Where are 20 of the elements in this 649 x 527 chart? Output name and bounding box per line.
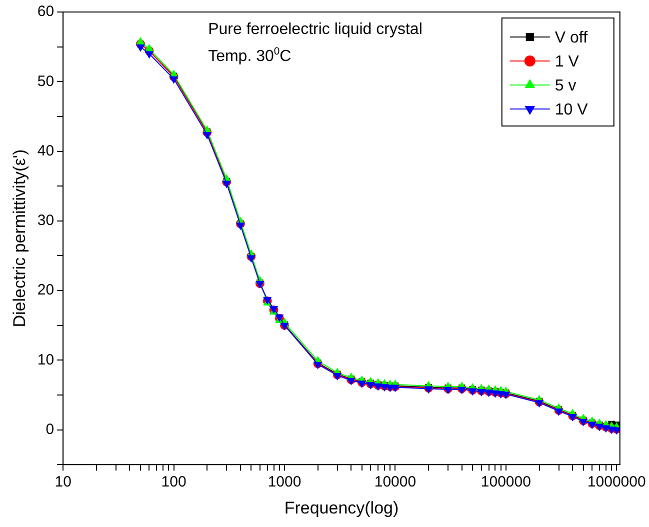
y-axis-title: Dielectric permittivity(ε') bbox=[10, 149, 29, 328]
y-tick-label: 50 bbox=[37, 72, 54, 90]
x-tick-label: 100 bbox=[161, 474, 186, 491]
legend-label: 1 V bbox=[554, 53, 580, 70]
x-tick-label: 10 bbox=[54, 474, 72, 491]
legend-label: 5 v bbox=[554, 77, 576, 94]
x-tick-label: 100000 bbox=[480, 474, 531, 491]
y-tick-label: 10 bbox=[37, 351, 54, 368]
annotation: Pure ferroelectric liquid crystal bbox=[208, 21, 422, 38]
legend-label: V off bbox=[554, 29, 588, 46]
x-tick-label: 1000000 bbox=[587, 474, 646, 491]
y-tick-label: 30 bbox=[37, 212, 54, 230]
x-axis-title: Frequency(log) bbox=[284, 498, 399, 518]
y-tick-label: 0 bbox=[46, 420, 54, 438]
y-tick-label: 60 bbox=[37, 3, 54, 20]
x-tick-label: 1000 bbox=[268, 474, 302, 491]
y-tick-label: 40 bbox=[37, 142, 54, 160]
x-tick-label: 10000 bbox=[374, 474, 416, 491]
y-tick-label: 20 bbox=[37, 282, 54, 299]
legend-label: 10 V bbox=[554, 101, 588, 118]
